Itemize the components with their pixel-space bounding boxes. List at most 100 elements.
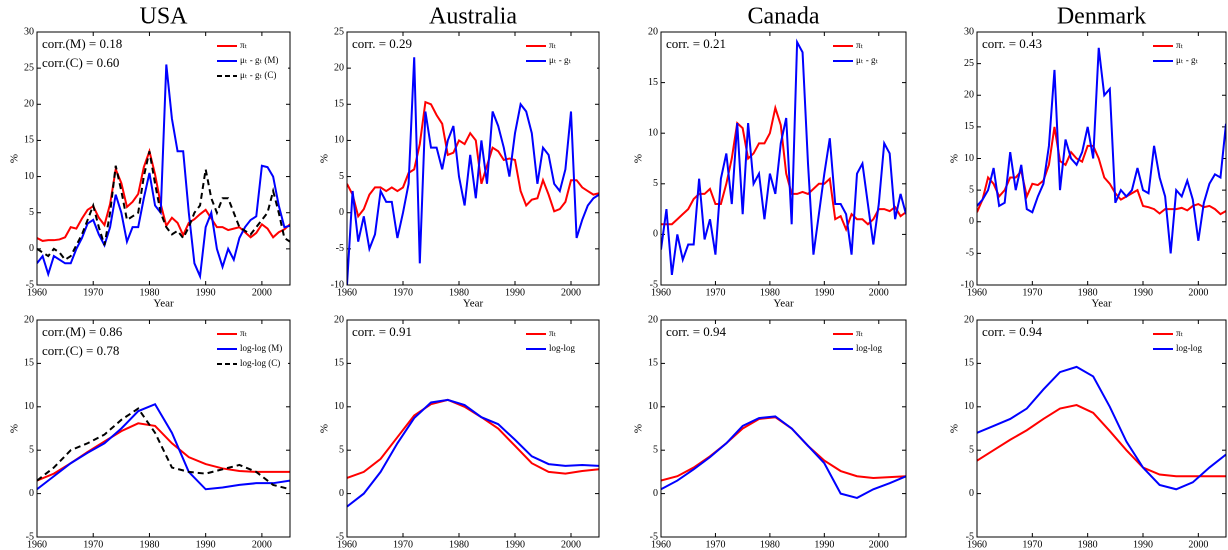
y-tick-label: 15 [334,99,344,110]
y-axis-label: % [949,154,961,163]
y-tick-label: 10 [334,401,344,412]
y-tick-label: 15 [24,358,34,369]
x-tick-label: 2000 [869,287,889,298]
panel: -50510152019601970198019902000Year%corr.… [949,314,1227,550]
x-tick-label: 1970 [83,539,103,550]
x-tick-label: 1970 [393,287,413,298]
x-tick-label: 2000 [561,539,581,550]
x-tick-label: 1960 [651,539,671,550]
legend-label: πₜ [549,328,557,338]
y-tick-label: 5 [969,184,974,195]
y-tick-label: 5 [339,444,344,455]
x-tick-label: 1990 [196,539,216,550]
series-line [977,126,1226,216]
x-tick-label: 1980 [760,287,780,298]
x-tick-label: 1990 [814,539,834,550]
y-tick-label: 20 [334,314,344,325]
legend-label: μₜ - gₜ (C) [240,70,276,80]
x-tick-label: 1990 [505,539,525,550]
y-tick-label: 20 [964,314,974,325]
annotation: corr.(C) = 0.60 [42,55,119,70]
y-tick-label: 0 [29,243,34,254]
panel: -50510152019601970198019902000Year%corr.… [9,314,291,550]
x-axis-label: Year [153,298,174,310]
y-tick-label: 10 [24,401,34,412]
panel-title: Canada [748,4,820,30]
plot-frame [346,31,600,286]
y-tick-label: 30 [964,26,974,37]
annotation: corr.(M) = 0.18 [42,36,122,51]
plot-frame [36,319,291,538]
y-axis-label: % [319,154,331,163]
legend-label: log-log [856,343,882,353]
y-tick-label: 5 [29,207,34,218]
x-tick-label: 1970 [705,539,725,550]
y-tick-label: 25 [334,26,344,37]
y-tick-label: 5 [653,178,658,189]
y-tick-label: 0 [653,488,658,499]
y-tick-label: 0 [969,488,974,499]
legend-label: πₜ [549,40,557,50]
y-tick-label: 0 [969,216,974,227]
series-line [977,404,1226,478]
legend-label: μₜ - gₜ [1176,55,1198,65]
x-tick-label: 1960 [337,539,357,550]
y-tick-label: 10 [334,135,344,146]
x-tick-label: 1980 [449,287,469,298]
y-tick-label: 15 [334,358,344,369]
y-tick-label: -5 [26,531,34,542]
x-tick-label: 1990 [196,287,216,298]
series-line [977,47,1226,254]
x-tick-label: 2000 [252,539,272,550]
panel: Australia -10 -5 0 5 10 15 20 25 1960 1970 1980 1990… [319,4,600,310]
panel: Canada -5 0 5 10 15 20 1960 1970 1980 1990 2000 Year… [633,4,907,310]
x-tick-label: 1980 [760,539,780,550]
y-tick-label: 15 [964,358,974,369]
series-line [37,402,290,491]
y-tick-label: -5 [650,531,658,542]
x-tick-label: 2000 [561,287,581,298]
panel: USA -5 0 5 10 15 20 25 30 1960 1970 1980 1990 2000 Yea… [9,4,291,310]
y-tick-label: 15 [648,77,658,88]
y-tick-label: -5 [650,279,658,290]
legend-label: πₜ [856,40,864,50]
x-tick-label: 1980 [139,287,159,298]
x-tick-label: 2000 [1188,539,1208,550]
x-tick-label: 2000 [869,539,889,550]
annotation: corr.(M) = 0.86 [42,324,123,339]
y-tick-label: 10 [24,171,34,182]
series-line [347,398,599,508]
y-tick-label: -5 [336,531,344,542]
series-line [661,415,906,500]
y-axis-label: % [9,424,21,433]
x-tick-label: 1960 [967,287,987,298]
y-axis-label: % [949,424,961,433]
x-tick-label: 1970 [1022,287,1042,298]
y-tick-label: 30 [24,26,34,37]
panel-title: USA [139,4,188,30]
x-axis-label: Year [1091,298,1112,310]
y-tick-label: 5 [969,444,974,455]
y-axis-label: % [319,424,331,433]
x-tick-label: 1980 [449,539,469,550]
y-tick-label: 20 [334,62,344,73]
legend-label: πₜ [1176,328,1184,338]
y-tick-label: 5 [653,444,658,455]
legend-box [193,37,288,86]
legend-box [809,325,904,359]
legend-box [502,37,597,71]
x-tick-label: 1970 [1022,539,1042,550]
y-tick-label: -10 [961,279,974,290]
legend-box [502,325,597,359]
y-tick-label: -5 [336,243,344,254]
y-tick-label: 5 [339,171,344,182]
y-tick-label: 20 [24,99,34,110]
annotation: corr. = 0.29 [352,36,412,51]
legend-label: log-log [1176,343,1202,353]
x-tick-label: 1980 [139,539,159,550]
legend-box [809,37,904,71]
x-tick-label: 1960 [27,539,47,550]
x-tick-label: 1990 [1133,287,1153,298]
plot-frame [976,31,1227,286]
